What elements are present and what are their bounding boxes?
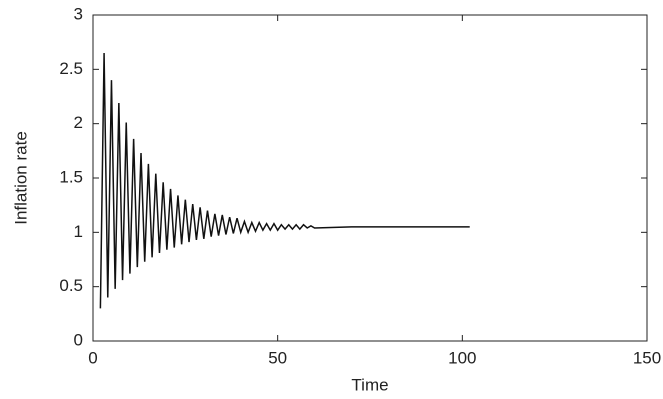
plot-frame xyxy=(92,14,648,342)
y-axis-title: Inflation rate xyxy=(11,131,30,225)
y-tick-label: 3 xyxy=(74,4,83,23)
y-tick-label: 1.5 xyxy=(59,167,83,186)
data-line xyxy=(99,53,470,309)
y-tick-label: 2 xyxy=(74,113,83,132)
y-tick-label: 0 xyxy=(74,330,83,349)
x-tick-label: 100 xyxy=(448,348,476,367)
y-tick-label: 0.5 xyxy=(59,276,83,295)
x-tick-label: 150 xyxy=(633,348,661,367)
x-tick-label: 0 xyxy=(88,348,97,367)
y-tick-label: 1 xyxy=(74,222,83,241)
x-tick-label: 50 xyxy=(268,348,287,367)
x-axis-title: Time xyxy=(351,375,388,394)
y-tick-label: 2.5 xyxy=(59,59,83,78)
